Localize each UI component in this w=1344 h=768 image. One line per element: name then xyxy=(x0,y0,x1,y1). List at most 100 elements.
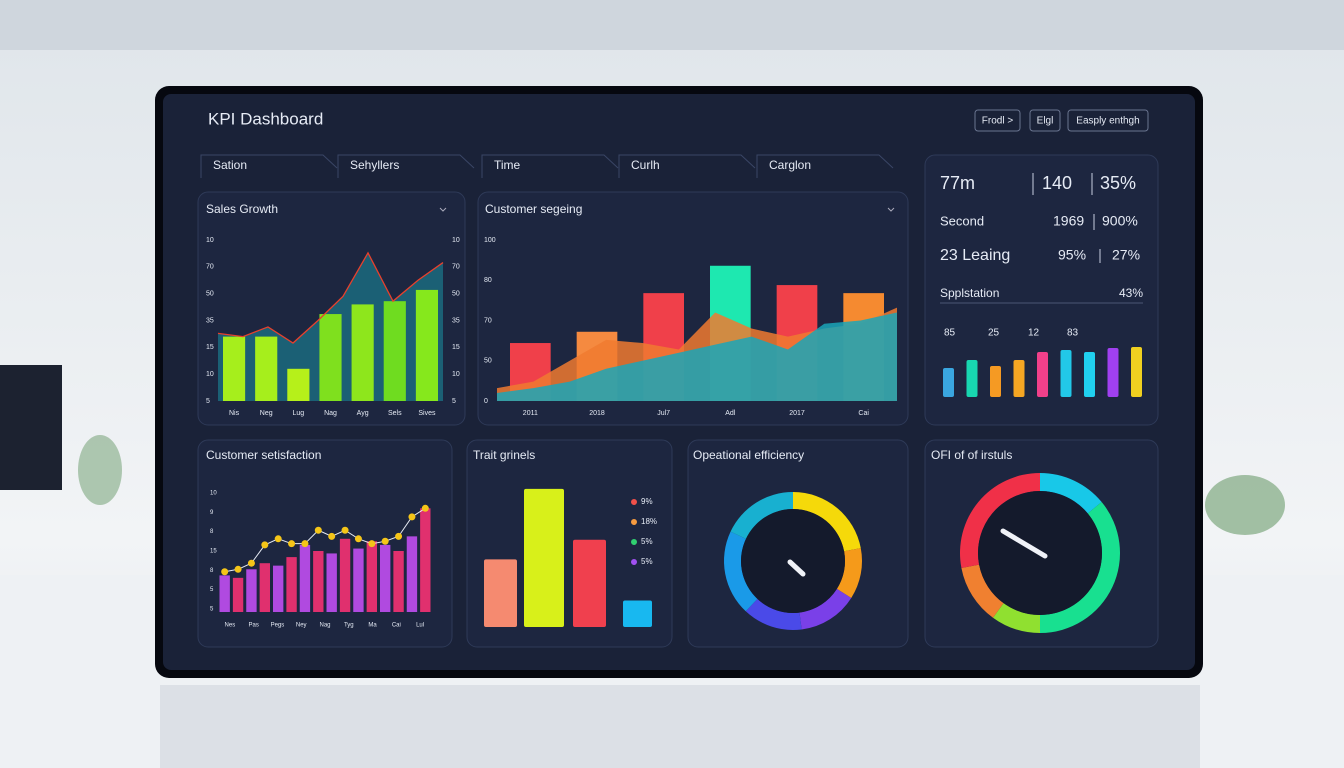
tab-label: Curlh xyxy=(631,158,660,172)
bar xyxy=(406,536,418,612)
tab[interactable] xyxy=(200,154,338,178)
kpi-small: 25 xyxy=(988,328,1000,339)
ring-segment xyxy=(724,531,758,612)
dot xyxy=(301,540,309,548)
x-tick-label: Nag xyxy=(319,623,330,629)
kpi-value: 900% xyxy=(1102,213,1138,229)
plant xyxy=(78,435,122,505)
ring-segment xyxy=(960,473,1040,568)
x-tick-label: Nag xyxy=(324,410,337,417)
kpi-bar xyxy=(1060,350,1072,397)
legend-label: 9% xyxy=(641,497,653,506)
tick-label: 10 xyxy=(452,371,460,378)
ceiling xyxy=(0,0,1344,50)
bar xyxy=(415,289,438,401)
bar xyxy=(339,538,351,612)
tab-label: Sation xyxy=(213,158,247,172)
tick-label: 10 xyxy=(206,237,214,244)
header-button[interactable] xyxy=(1067,109,1149,132)
tick-label: 5 xyxy=(452,398,456,405)
bar xyxy=(380,544,391,612)
legend-dot xyxy=(631,519,637,525)
tab[interactable] xyxy=(618,154,756,178)
kpi-value: 27% xyxy=(1112,247,1140,263)
area xyxy=(497,312,897,401)
panel xyxy=(466,439,673,648)
ring-segment xyxy=(961,564,1004,618)
tab-label: Sehyllers xyxy=(350,158,399,172)
tab[interactable] xyxy=(337,154,475,178)
tab-label: Time xyxy=(494,158,521,172)
bar xyxy=(255,336,278,401)
bar xyxy=(573,539,606,627)
bar xyxy=(286,557,297,612)
tick-label: 35 xyxy=(452,317,460,324)
tick-label: 35 xyxy=(206,317,214,324)
ring-center xyxy=(741,509,845,613)
chevron xyxy=(887,207,895,212)
bar xyxy=(313,551,324,612)
tick-label: 5 xyxy=(210,607,214,613)
kpi-value: 95% xyxy=(1058,247,1086,263)
header-button-label: Frodl > xyxy=(982,116,1014,127)
bar xyxy=(623,600,652,627)
header-button[interactable] xyxy=(974,109,1021,132)
tab-label: Carglon xyxy=(769,158,811,172)
tick-label: 15 xyxy=(206,344,214,351)
bar xyxy=(353,548,364,612)
x-tick-label: Nes xyxy=(225,623,236,629)
dot xyxy=(354,535,362,543)
kpi-bar xyxy=(1107,348,1119,397)
x-tick-label: Sels xyxy=(388,410,402,417)
tab[interactable] xyxy=(481,154,619,178)
tab[interactable] xyxy=(756,154,894,178)
header-button[interactable] xyxy=(1029,109,1061,132)
x-tick-label: Ney xyxy=(296,623,307,629)
legend-dot xyxy=(631,559,637,565)
ring-segment xyxy=(793,492,861,552)
x-tick-label: 2018 xyxy=(589,410,605,417)
needle xyxy=(787,559,806,577)
ring-segment xyxy=(730,492,793,539)
panel xyxy=(924,154,1159,426)
dot xyxy=(368,540,376,548)
x-tick-label: Lul xyxy=(416,623,424,629)
dot xyxy=(247,559,255,567)
kpi-small: 83 xyxy=(1067,328,1079,339)
dot xyxy=(288,540,296,548)
bar xyxy=(299,544,311,612)
kpi-small: 85 xyxy=(944,328,956,339)
kpi-label: Spplstation xyxy=(940,286,999,300)
x-tick-label: Adl xyxy=(725,410,736,417)
x-tick-label: Ma xyxy=(368,623,377,629)
dot xyxy=(221,568,229,576)
bar xyxy=(393,551,404,612)
x-tick-label: 2017 xyxy=(789,410,805,417)
panel-title: OFI of of irstuls xyxy=(931,448,1012,462)
tick-label: 80 xyxy=(484,277,492,284)
bar xyxy=(326,553,337,612)
tick-label: 0 xyxy=(484,398,488,405)
panel-title: Sales Growth xyxy=(206,202,278,216)
dot-line xyxy=(224,507,426,573)
x-tick-label: Ayg xyxy=(357,410,369,417)
legend-label: 18% xyxy=(641,517,657,526)
x-tick-label: Cai xyxy=(392,623,401,629)
panel-title: Opeational efficiency xyxy=(693,448,804,462)
tick-label: 15 xyxy=(210,549,217,555)
dot xyxy=(261,541,269,549)
header-button-label: Elgl xyxy=(1037,116,1054,127)
tick-label: 100 xyxy=(484,237,496,244)
legend-label: 5% xyxy=(641,537,653,546)
kpi-bar xyxy=(966,360,978,397)
tick-label: 15 xyxy=(452,344,460,351)
bar xyxy=(366,541,377,612)
kpi-bar xyxy=(1013,360,1025,397)
kpi-bar xyxy=(1084,352,1095,397)
legend-label: 5% xyxy=(641,557,653,566)
tick-label: 8 xyxy=(210,529,214,535)
dot xyxy=(408,513,416,521)
ring-segment xyxy=(836,548,862,598)
tick-label: 10 xyxy=(452,237,460,244)
